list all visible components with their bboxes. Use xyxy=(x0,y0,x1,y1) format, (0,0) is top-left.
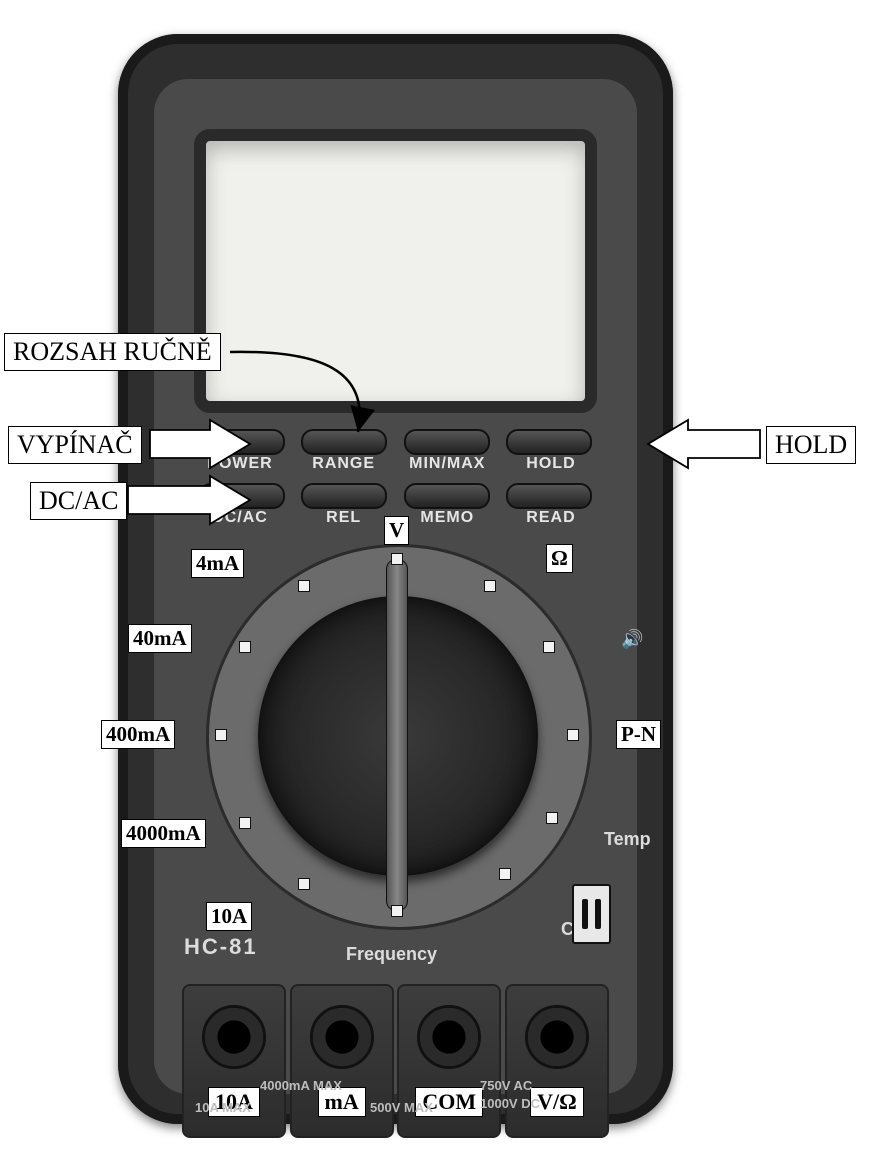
jack-vohm[interactable]: V/Ω xyxy=(505,984,609,1138)
read-button[interactable] xyxy=(506,483,592,509)
fine-print-4: 1000V DC xyxy=(480,1096,540,1111)
multimeter-frame: POWER RANGE MIN/MAX HOLD DC/AC REL MEMO … xyxy=(118,34,673,1124)
jack-ma-hole[interactable] xyxy=(310,1005,374,1069)
jack-10a-hole[interactable] xyxy=(202,1005,266,1069)
dial-tick-11 xyxy=(298,580,310,592)
jack-vohm-hole[interactable] xyxy=(525,1005,589,1069)
dial-tick-7 xyxy=(298,878,310,890)
callout-vypinac: VYPÍNAČ xyxy=(8,426,142,464)
label-memo: MEMO xyxy=(406,509,488,527)
dial-print-Temp: Temp xyxy=(604,829,651,850)
button-row-2 xyxy=(199,483,592,509)
label-rel: REL xyxy=(303,509,385,527)
multimeter-face: POWER RANGE MIN/MAX HOLD DC/AC REL MEMO … xyxy=(154,79,637,1094)
dial-tick-5 xyxy=(499,868,511,880)
dial-label-Ω: Ω xyxy=(546,544,573,573)
hold-button[interactable] xyxy=(506,429,592,455)
dial-label-40mA: 40mA xyxy=(128,624,192,653)
label-read: READ xyxy=(510,509,592,527)
dial-print-Frequency: Frequency xyxy=(346,944,437,965)
fine-print-2: 500V MAX xyxy=(370,1100,433,1115)
selector-dial-pointer xyxy=(386,559,408,911)
dcac-button[interactable] xyxy=(199,483,285,509)
dial-label-400mA: 400mA xyxy=(101,720,175,749)
dial-label-4mA: 4mA xyxy=(191,549,244,578)
power-button[interactable] xyxy=(199,429,285,455)
model-label: HC-81 xyxy=(184,934,258,960)
dial-tick-2 xyxy=(543,641,555,653)
label-range: RANGE xyxy=(303,455,385,473)
temp-socket[interactable] xyxy=(572,884,611,944)
dial-label-P-N: P-N xyxy=(616,720,661,749)
fine-print-3: 750V AC xyxy=(480,1078,532,1093)
label-minmax: MIN/MAX xyxy=(406,455,488,473)
dial-print-🔊: 🔊 xyxy=(621,629,643,650)
dial-label-V: V xyxy=(384,516,409,545)
fine-print-1: 10A MAX xyxy=(195,1100,251,1115)
dial-tick-0 xyxy=(391,553,403,565)
memo-button[interactable] xyxy=(404,483,490,509)
dial-tick-10 xyxy=(239,641,251,653)
dial-tick-3 xyxy=(567,729,579,741)
callout-dcac: DC/AC xyxy=(30,482,127,520)
range-button[interactable] xyxy=(301,429,387,455)
dial-tick-8 xyxy=(239,817,251,829)
callout-hold: HOLD xyxy=(766,426,856,464)
dial-tick-9 xyxy=(215,729,227,741)
dial-tick-6 xyxy=(391,905,403,917)
dial-label-10A: 10A xyxy=(206,902,252,931)
fine-print-0: 4000mA MAX xyxy=(260,1078,342,1093)
label-dcac: DC/AC xyxy=(199,509,281,527)
callout-rozsah: ROZSAH RUČNĚ xyxy=(4,333,221,371)
label-hold: HOLD xyxy=(510,455,592,473)
button-row-1 xyxy=(199,429,592,455)
lcd-display xyxy=(194,129,597,413)
dial-label-4000mA: 4000mA xyxy=(121,819,206,848)
dial-tick-1 xyxy=(484,580,496,592)
button-row-1-labels: POWER RANGE MIN/MAX HOLD xyxy=(199,455,592,473)
minmax-button[interactable] xyxy=(404,429,490,455)
label-power: POWER xyxy=(199,455,281,473)
dial-tick-4 xyxy=(546,812,558,824)
jack-com-hole[interactable] xyxy=(417,1005,481,1069)
rel-button[interactable] xyxy=(301,483,387,509)
